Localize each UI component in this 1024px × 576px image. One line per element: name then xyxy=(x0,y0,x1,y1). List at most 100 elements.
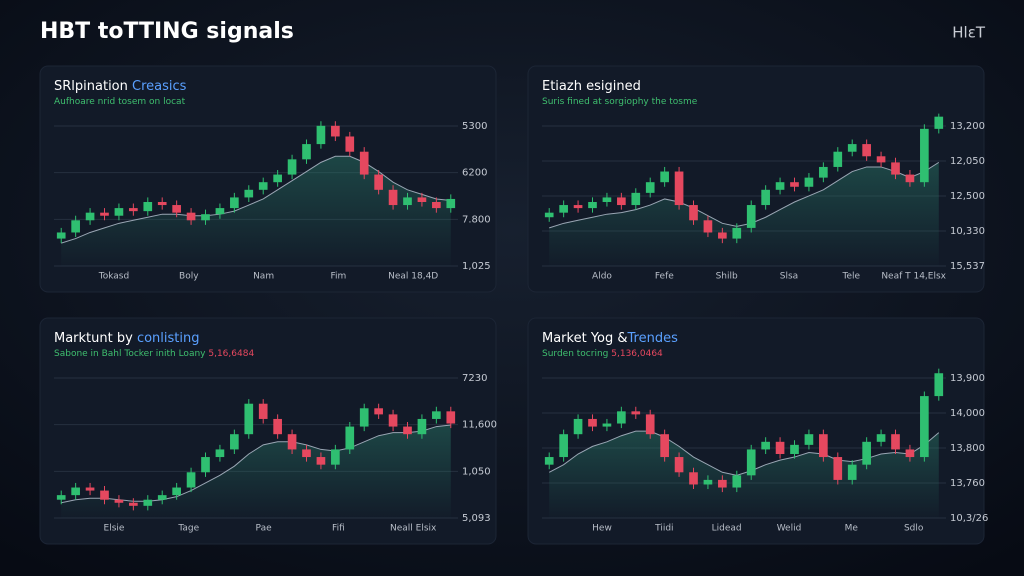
panel-title-accent: conlisting xyxy=(137,331,200,346)
x-axis-label: Tokasd xyxy=(98,272,129,282)
candle-body xyxy=(85,487,95,491)
candle-body xyxy=(230,197,239,209)
candle-body xyxy=(85,212,95,221)
candle-body xyxy=(544,212,554,218)
x-axis-label: Fefe xyxy=(655,272,674,282)
panel-title-main: Marktunt by xyxy=(54,331,137,346)
candle-body xyxy=(891,162,900,175)
candle-body xyxy=(71,220,80,233)
trend-line xyxy=(61,424,451,504)
candle-body xyxy=(775,441,785,454)
candle-body xyxy=(345,136,355,152)
candle-body xyxy=(273,418,282,435)
x-axis-label: Nam xyxy=(253,272,274,282)
candle-body xyxy=(602,423,612,427)
y-axis-label: 5300 xyxy=(462,121,487,132)
candle-body xyxy=(920,128,929,183)
candle-body xyxy=(559,434,568,458)
candle-body xyxy=(316,457,326,465)
candle-body xyxy=(374,408,383,415)
panel-title-accent: Creasics xyxy=(132,79,187,94)
x-axis-label: Neall Elsix xyxy=(390,524,437,534)
x-axis-label: Sdlo xyxy=(904,524,924,534)
candle-body xyxy=(645,414,655,435)
x-axis-label: Welid xyxy=(777,524,802,534)
x-axis-label: Shilb xyxy=(716,272,738,282)
candle-body xyxy=(302,144,311,160)
candle-body xyxy=(258,182,268,190)
candle-body xyxy=(559,205,568,213)
panel-title-accent: Trendes xyxy=(627,331,679,346)
x-axis-label: Neal 18,4D xyxy=(388,272,438,282)
candle-body xyxy=(201,214,210,221)
candle-body xyxy=(215,208,225,215)
candle-body xyxy=(862,144,871,157)
candle-body xyxy=(804,177,814,187)
y-axis-label: 6200 xyxy=(462,168,487,179)
x-axis-label: Tiidi xyxy=(654,524,673,534)
trend-area xyxy=(61,156,451,266)
candle-body xyxy=(718,232,727,239)
candle-body xyxy=(331,125,340,137)
candle-body xyxy=(790,182,799,187)
candle-body xyxy=(674,457,684,473)
panel-title: Market Yog &Trendes xyxy=(542,331,678,346)
x-axis-label: Aldo xyxy=(592,272,612,282)
candle-body xyxy=(143,202,153,212)
y-axis-label: 14,000 xyxy=(950,408,985,419)
candle-body xyxy=(388,189,398,206)
y-axis-label: 10,330 xyxy=(950,226,985,237)
candle-body xyxy=(157,495,167,500)
candle-body xyxy=(746,205,756,228)
candle-body xyxy=(403,197,412,206)
candle-body xyxy=(446,411,456,424)
chart-panel: Market Yog &Trendes Surden tocring 5,136,… xyxy=(527,317,988,545)
panel-subtitle-accent: 5,136,0464 xyxy=(611,349,663,359)
candle-body xyxy=(258,403,268,419)
candle-body xyxy=(417,418,427,435)
trend-line xyxy=(61,155,451,244)
chart-panel: SRlpination Creasics Aufhoare nrid tosem … xyxy=(39,65,497,293)
candle-body xyxy=(374,174,383,190)
candle-body xyxy=(645,182,655,193)
y-axis-label: 1,025 xyxy=(462,261,491,272)
candle-body xyxy=(114,208,124,216)
x-axis-label: Tage xyxy=(177,524,199,534)
candle-body xyxy=(876,434,886,442)
panel-title-main: SRlpination xyxy=(54,79,132,94)
candle-body xyxy=(316,125,326,145)
x-axis-label: Neaf T 14,Elsx xyxy=(881,272,946,282)
panel-title: SRlpination Creasics xyxy=(54,79,187,94)
candle-body xyxy=(876,156,886,163)
y-axis-label: 15,537 xyxy=(950,261,985,272)
candle-body xyxy=(432,202,441,209)
candle-body xyxy=(287,159,297,175)
candle-body xyxy=(819,166,828,178)
panel-title-main: Market Yog & xyxy=(542,331,628,346)
y-axis-label: 7.800 xyxy=(462,214,491,225)
panel-subtitle-main: Suris fined at sorgiophy the tosme xyxy=(542,97,698,107)
x-axis-label: Tele xyxy=(842,272,861,282)
candle-body xyxy=(617,197,626,206)
panel-subtitle-main: Surden tocring xyxy=(542,349,611,359)
candle-body xyxy=(819,434,828,458)
candle-body xyxy=(201,457,210,473)
candle-body xyxy=(732,227,742,239)
x-axis-label: Slsa xyxy=(780,272,798,282)
candle-body xyxy=(359,408,369,427)
panel-subtitle: Surden tocring 5,136,0464 xyxy=(542,349,663,359)
candle-body xyxy=(761,189,770,206)
candle-body xyxy=(359,151,369,175)
candle-body xyxy=(689,205,698,221)
candle-body xyxy=(631,411,641,415)
candle-body xyxy=(244,403,254,435)
x-axis-label: Elsie xyxy=(104,524,125,534)
panel-title: Etiazh esigined xyxy=(542,79,641,94)
panel-subtitle-main: Aufhoare nrid tosem on locat xyxy=(54,97,186,107)
candle-body xyxy=(143,499,153,506)
y-axis-label: 13,900 xyxy=(950,373,985,384)
y-axis-label: 13,800 xyxy=(950,443,985,454)
candle-body xyxy=(186,212,196,221)
candle-body xyxy=(660,434,669,458)
candle-body xyxy=(172,205,181,213)
